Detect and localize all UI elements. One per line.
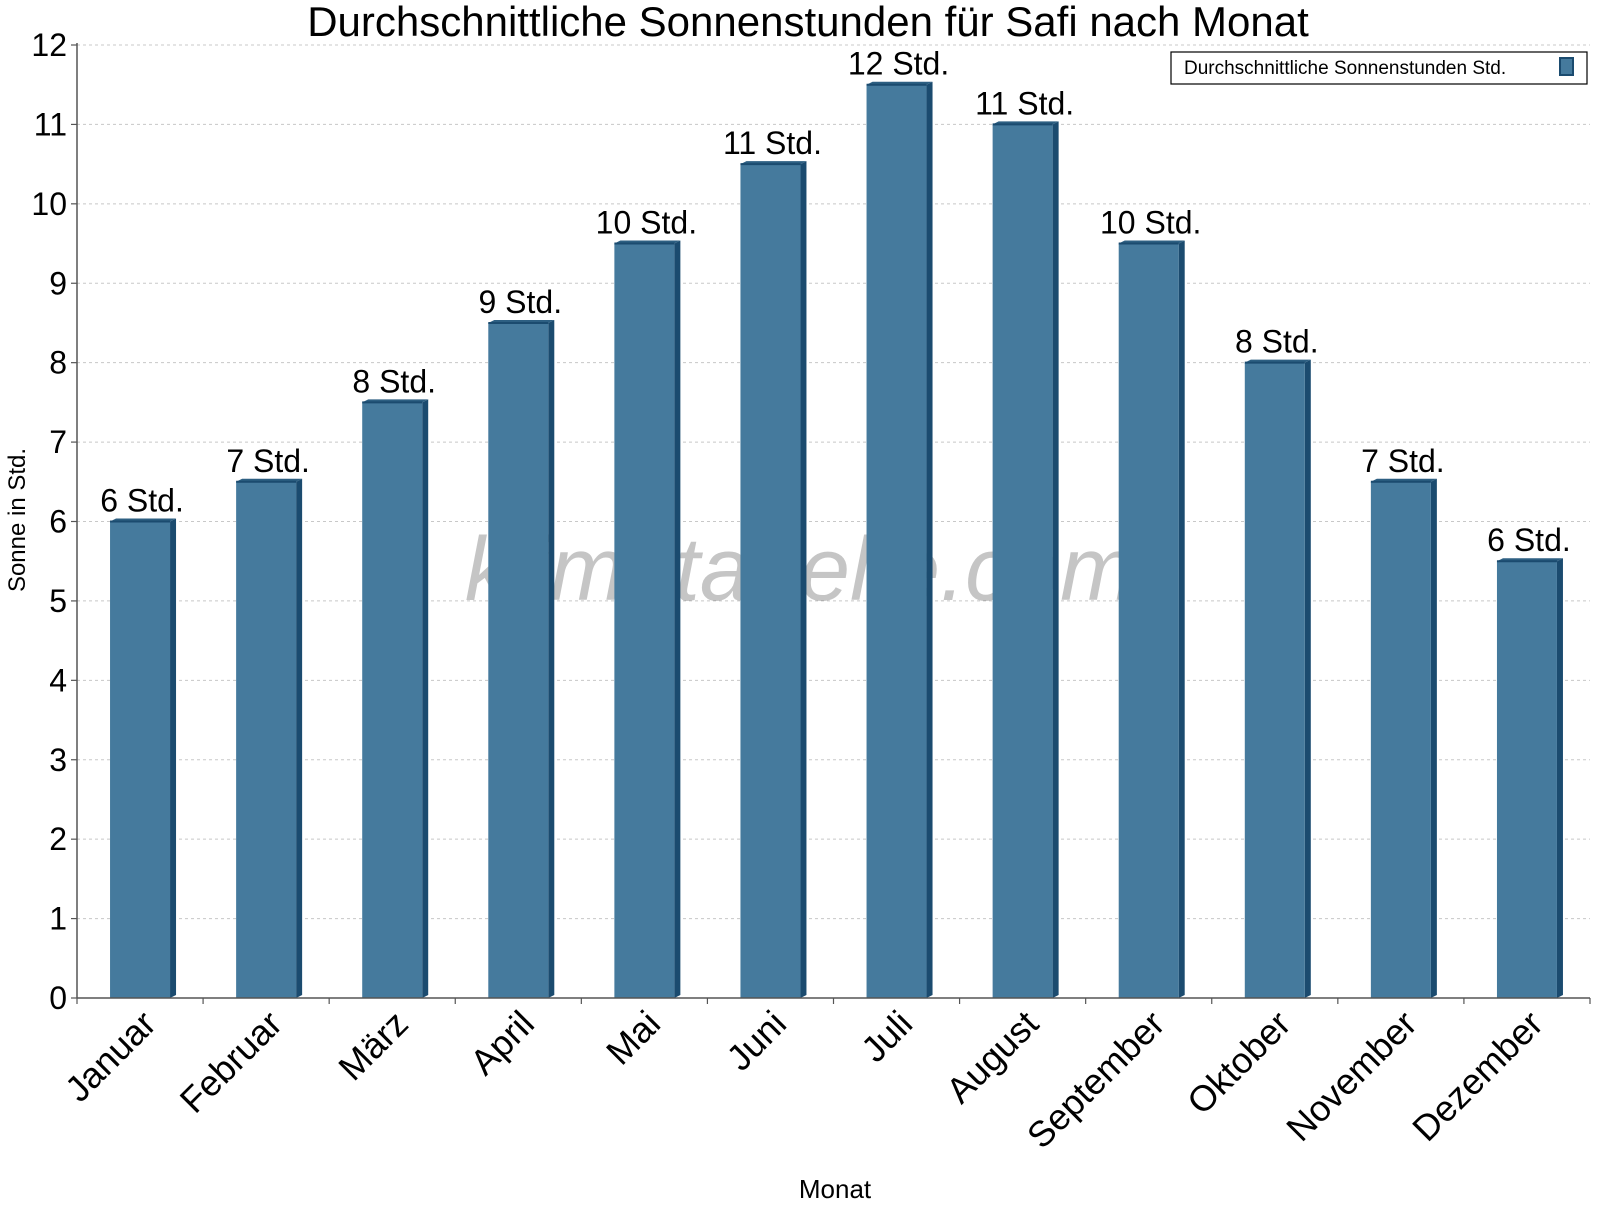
bar xyxy=(1118,243,1179,998)
legend: Durchschnittliche Sonnenstunden Std. xyxy=(1170,51,1588,85)
y-axis-title: Sonne in Std. xyxy=(4,448,31,592)
x-tick-label: Mai xyxy=(598,1003,668,1073)
y-tick-label: 1 xyxy=(49,901,67,937)
y-tick-label: 9 xyxy=(49,265,67,301)
x-tick-label: Dezember xyxy=(1404,1003,1550,1149)
x-tick-label: Januar xyxy=(57,1003,164,1110)
data-label: 6 Std. xyxy=(1487,522,1571,558)
chart-title: Durchschnittliche Sonnenstunden für Safi… xyxy=(307,0,1309,45)
data-label: 11 Std. xyxy=(975,85,1074,121)
data-label: 8 Std. xyxy=(1235,324,1319,360)
y-tick-label: 7 xyxy=(49,424,67,460)
bar-side xyxy=(1556,558,1563,998)
y-tick-label: 0 xyxy=(49,980,67,1016)
bar xyxy=(1370,481,1431,999)
data-label: 8 Std. xyxy=(352,363,436,399)
y-tick-label: 8 xyxy=(49,345,67,381)
data-label: 9 Std. xyxy=(478,284,562,320)
x-tick-label: Februar xyxy=(172,1003,290,1121)
bar-side xyxy=(548,319,555,998)
legend-swatch xyxy=(1559,57,1574,76)
grid-lines xyxy=(77,44,1590,920)
bar xyxy=(1244,362,1305,999)
data-label: 12 Std. xyxy=(848,46,949,82)
bar-side xyxy=(1430,478,1437,999)
x-tick-label: März xyxy=(330,1003,416,1089)
bar-side xyxy=(170,518,177,998)
bar xyxy=(614,243,675,998)
data-label: 7 Std. xyxy=(226,443,310,479)
bar-side xyxy=(1052,121,1059,998)
axes xyxy=(71,43,1591,1004)
bar-side xyxy=(674,240,681,998)
bar xyxy=(362,402,423,998)
bar-side xyxy=(296,478,303,999)
y-tick-label: 12 xyxy=(31,27,67,63)
bar xyxy=(1496,561,1557,998)
x-axis-title: Monat xyxy=(799,1174,872,1200)
bar xyxy=(866,84,927,999)
x-tick-label: September xyxy=(1019,1003,1173,1157)
bar-side xyxy=(1178,240,1185,998)
y-tick-label: 4 xyxy=(49,662,67,698)
legend-label: Durchschnittliche Sonnenstunden Std. xyxy=(1184,58,1506,79)
bar xyxy=(236,481,297,999)
data-label: 6 Std. xyxy=(100,483,184,519)
bar-side xyxy=(926,81,933,999)
x-tick-label: Juli xyxy=(853,1003,920,1070)
bar xyxy=(740,164,801,998)
data-labels: 6 Std. 7 Std. 8 Std. 9 Std. 10 Std. 11 Std. 12… xyxy=(100,46,1571,558)
x-tick-label: Juni xyxy=(718,1003,794,1079)
bar-side xyxy=(422,399,429,998)
bars xyxy=(110,81,1563,999)
x-tick-label: Oktober xyxy=(1179,1003,1299,1123)
y-tick-label: 6 xyxy=(49,504,67,540)
y-tick-label: 2 xyxy=(49,821,67,857)
bar xyxy=(992,124,1053,998)
bar xyxy=(110,521,171,998)
bar xyxy=(488,322,549,998)
bar-side xyxy=(800,161,807,998)
data-label: 10 Std. xyxy=(1100,205,1201,241)
y-tick-label: 10 xyxy=(31,186,67,222)
data-label: 7 Std. xyxy=(1361,443,1445,479)
legend-box xyxy=(1170,51,1588,85)
y-tick-label: 3 xyxy=(49,742,67,778)
x-tick-label: November xyxy=(1278,1003,1424,1149)
x-tick-label: April xyxy=(462,1003,542,1083)
data-label: 10 Std. xyxy=(596,205,697,241)
data-label: 11 Std. xyxy=(723,125,822,161)
y-tick-label: 11 xyxy=(34,106,67,142)
y-tick-label: 5 xyxy=(49,583,67,619)
x-tick-labels: Januar Februar März April Mai Juni Juli AugustS… xyxy=(57,1003,1551,1157)
bar-side xyxy=(1304,359,1311,999)
x-tick-label: August xyxy=(938,1003,1046,1111)
